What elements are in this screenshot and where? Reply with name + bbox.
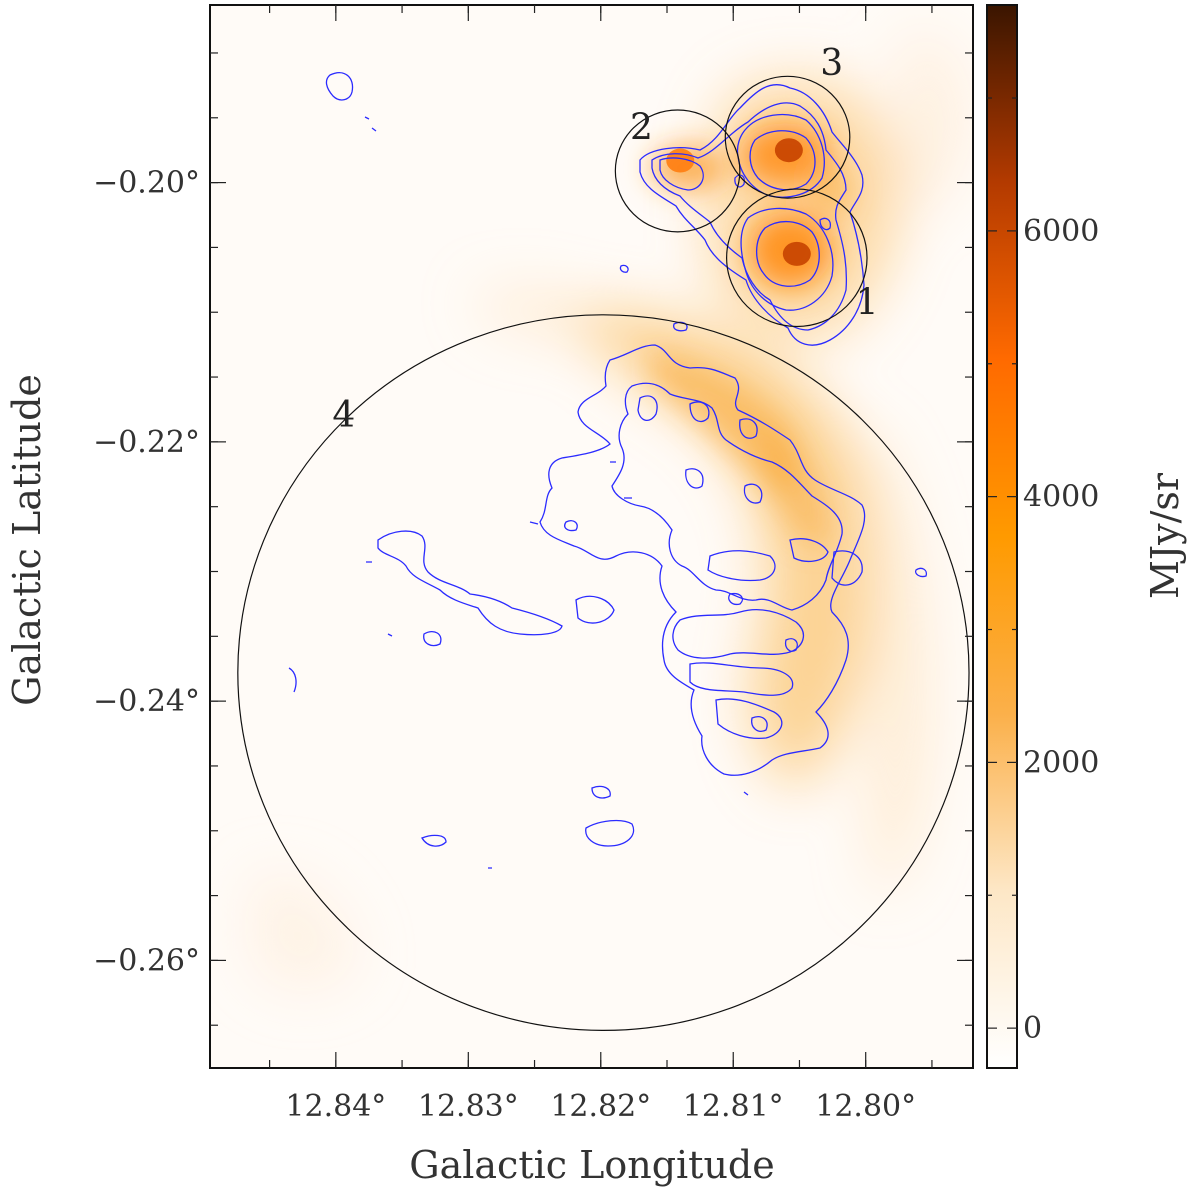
region-circles (237, 75, 970, 1032)
contour-sources-outer (639, 84, 865, 346)
contour-inner-c (739, 418, 758, 439)
contour-left-blob-2 (423, 630, 442, 647)
colorbar-tick-label: 6000 (1023, 214, 1099, 249)
contour-knot-6 (564, 520, 578, 532)
y-tick-label: −0.20° (93, 166, 200, 201)
colorbar-title: MJy/sr (1143, 472, 1187, 599)
contour-inner-e (685, 468, 704, 489)
x-tick-label: 12.82° (550, 1089, 651, 1124)
image-frame (209, 4, 974, 1069)
contour-lower-1 (591, 785, 611, 799)
contour-source-1-ring (740, 207, 834, 311)
colorbar-frame (986, 4, 1018, 1069)
colorbar-gradient (987, 5, 1017, 1068)
contour-compact-1 (364, 116, 377, 132)
region-1-circle (726, 188, 868, 328)
y-tick-label: −0.22° (93, 425, 200, 460)
contour-inner-f (707, 550, 776, 582)
colorbar-tick-labels: 0 2000 4000 6000 (1023, 214, 1099, 1046)
contour-inner-a (637, 395, 658, 421)
contour-left-blob-3 (288, 561, 393, 693)
colorbar: 0 2000 4000 6000 MJy/sr (986, 4, 1187, 1069)
image-panel: 1 2 3 4 12.84° 12.83° 12.82° 12.81° 12.80° −0.2… (93, 4, 974, 1124)
contour-right-arm (831, 550, 863, 586)
contour-source-3-inner (749, 130, 816, 191)
contour-inner-d (743, 483, 763, 504)
x-tick-label: 12.81° (683, 1089, 784, 1124)
region-2-circle (614, 109, 741, 233)
x-tick-label: 12.83° (418, 1089, 519, 1124)
y-tick-label: −0.24° (93, 684, 200, 719)
emission-peak-1 (782, 241, 811, 266)
contour-knot-3 (751, 716, 768, 732)
emission-peak-2 (774, 138, 803, 163)
contour-knot-8 (914, 567, 928, 578)
contour-left-arm (377, 530, 563, 636)
contour-inner-g (789, 538, 829, 563)
contour-knot-7 (529, 461, 632, 525)
contour-left-blob-1 (575, 595, 615, 624)
contour-upper-left (325, 72, 354, 101)
y-axis-title: Galactic Latitude (5, 374, 49, 706)
contour-source-2-inner (659, 157, 704, 191)
contour-small-2 (619, 264, 629, 273)
colorbar-tick-label: 0 (1023, 1011, 1042, 1046)
emission-map (237, 34, 970, 1032)
contours (288, 72, 928, 869)
region-2-label: 2 (630, 108, 653, 149)
colorbar-tick-label: 4000 (1023, 480, 1099, 515)
region-4-circle (237, 314, 970, 1032)
x-axis-title: Galactic Longitude (409, 1143, 775, 1187)
y-tick-label: −0.26° (93, 943, 200, 978)
y-tick-labels: −0.20° −0.22° −0.24° −0.26° (93, 166, 200, 979)
x-tick-labels: 12.84° 12.83° 12.82° 12.81° 12.80° (285, 1089, 916, 1124)
contour-main-mid (611, 382, 843, 611)
contour-band-1 (672, 608, 805, 659)
contour-main-outer (539, 344, 866, 776)
contour-band-3 (715, 698, 783, 740)
contour-lower-2 (585, 819, 635, 847)
region-3-label: 3 (820, 43, 843, 84)
region-1-label: 1 (856, 282, 879, 323)
colorbar-tick-label: 2000 (1023, 745, 1099, 780)
contour-sources-mid (651, 102, 848, 331)
contour-lower-3 (421, 834, 447, 847)
region-4-label: 4 (332, 395, 355, 436)
x-tick-label: 12.84° (285, 1089, 386, 1124)
contour-knot-4 (784, 638, 798, 652)
region-labels: 1 2 3 4 (332, 43, 878, 436)
contour-band-2 (689, 662, 794, 696)
contour-source-1-inner (755, 221, 820, 287)
contour-knot-2 (819, 217, 832, 231)
contour-lower-4 (488, 791, 749, 869)
x-tick-label: 12.80° (815, 1089, 916, 1124)
image-ticks (210, 5, 973, 1068)
contour-knot-5 (728, 592, 744, 606)
region-3-circle (724, 75, 851, 199)
contour-inner-b (689, 401, 710, 423)
colorbar-ticks (987, 97, 1017, 1029)
